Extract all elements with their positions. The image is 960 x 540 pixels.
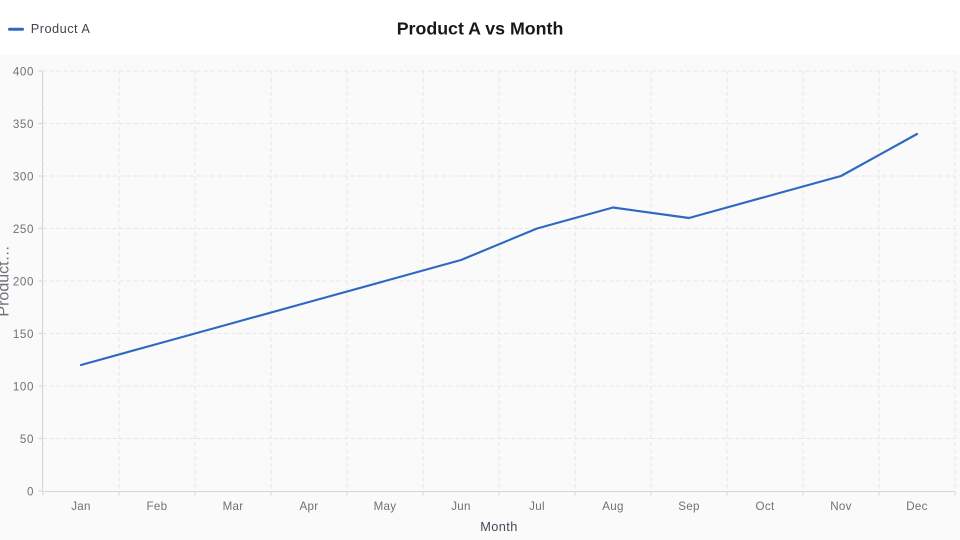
svg-text:150: 150 xyxy=(13,328,34,341)
svg-text:Apr: Apr xyxy=(300,500,319,513)
svg-text:250: 250 xyxy=(13,223,34,236)
svg-text:Jun: Jun xyxy=(451,500,471,513)
svg-text:Product A: Product A xyxy=(31,21,91,36)
svg-text:400: 400 xyxy=(13,66,34,79)
svg-text:Aug: Aug xyxy=(602,500,624,513)
svg-text:Product…: Product… xyxy=(0,245,13,316)
svg-text:Nov: Nov xyxy=(830,500,852,513)
svg-text:Dec: Dec xyxy=(906,500,928,513)
svg-text:May: May xyxy=(374,500,397,513)
svg-text:50: 50 xyxy=(20,433,34,446)
svg-text:Jul: Jul xyxy=(529,500,545,513)
svg-text:100: 100 xyxy=(13,381,34,394)
svg-text:Mar: Mar xyxy=(223,500,244,513)
svg-text:Feb: Feb xyxy=(147,500,168,513)
svg-text:Product A vs Month: Product A vs Month xyxy=(397,19,564,39)
svg-text:350: 350 xyxy=(13,118,34,131)
svg-text:Month: Month xyxy=(480,519,518,534)
svg-text:200: 200 xyxy=(13,276,34,289)
svg-text:300: 300 xyxy=(13,171,34,184)
svg-text:Sep: Sep xyxy=(678,500,700,513)
svg-text:0: 0 xyxy=(27,486,34,499)
svg-text:Oct: Oct xyxy=(756,500,775,513)
svg-text:Jan: Jan xyxy=(71,500,91,513)
